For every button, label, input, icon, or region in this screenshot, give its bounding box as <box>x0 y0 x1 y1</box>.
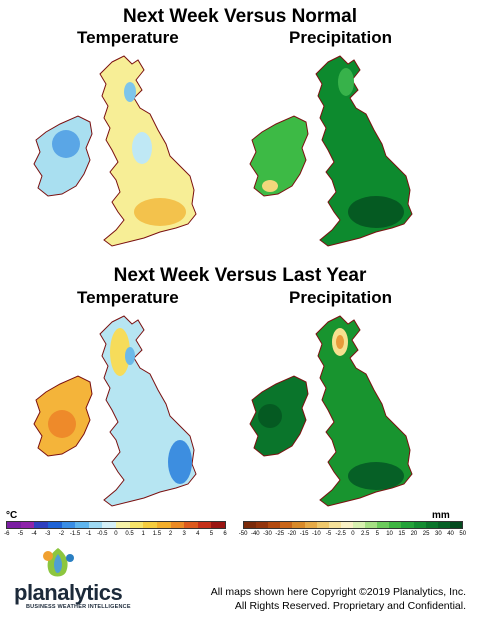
precipitation-legend-tick: 30 <box>435 531 442 537</box>
temperature-legend-tick: 0 <box>114 531 118 537</box>
map-lastyear-precipitation <box>249 315 413 507</box>
precipitation-legend-unit: mm <box>432 510 450 521</box>
temperature-legend-swatch <box>184 522 198 528</box>
precipitation-legend-swatch <box>280 522 293 528</box>
temperature-legend-swatch <box>156 522 171 528</box>
precipitation-legend-swatch <box>389 522 402 528</box>
title-next-week-vs-normal: Next Week Versus Normal <box>122 6 358 27</box>
precipitation-legend-tick: -30 <box>263 531 272 537</box>
temperature-legend-swatch <box>88 522 103 528</box>
temperature-legend-tick: -4 <box>31 531 37 537</box>
precipitation-legend-tick: -2.5 <box>335 531 346 537</box>
copyright-line-1: All maps shown here Copyright ©2019 Plan… <box>210 586 466 598</box>
temperature-legend-swatch <box>47 522 62 528</box>
precipitation-legend-ticks: -50 -40 -30 -25 -20 -15 -10 -5 -2.5 0 2.5 5 10 15 20 25… <box>237 531 469 537</box>
precipitation-legend-swatch <box>365 522 378 528</box>
temperature-legend-tick: 6 <box>223 531 227 537</box>
precipitation-legend-swatch <box>352 522 366 528</box>
temperature-legend-swatch <box>20 522 35 528</box>
precipitation-legend-swatch <box>244 522 257 528</box>
precipitation-legend-swatch <box>268 522 281 528</box>
temperature-legend-swatch <box>102 522 116 528</box>
precipitation-legend-swatch <box>401 522 414 528</box>
precipitation-legend-swatch <box>413 522 426 528</box>
precipitation-legend-swatch <box>437 522 450 528</box>
precipitation-legend-swatch <box>256 522 269 528</box>
precipitation-legend-tick: 0 <box>351 531 355 537</box>
temperature-legend-swatch <box>61 522 76 528</box>
precipitation-legend-tick: 40 <box>447 531 454 537</box>
precipitation-legend-tick: 5 <box>375 531 379 537</box>
label-temperature-top: Temperature <box>77 28 179 47</box>
temperature-legend-tick: -6 <box>4 531 10 537</box>
title-next-week-vs-last-year: Next Week Versus Last Year <box>113 265 367 286</box>
label-precipitation-bottom: Precipitation <box>289 288 392 307</box>
temperature-legend-swatch <box>170 522 185 528</box>
planalytics-logo-text: planalytics <box>14 580 123 605</box>
temperature-legend-tick: 1 <box>141 531 145 537</box>
precipitation-legend-tick: -10 <box>311 531 321 537</box>
precipitation-legend-tick: 10 <box>386 531 393 537</box>
precipitation-legend-tick: 50 <box>459 531 467 537</box>
precipitation-legend-swatch <box>449 522 462 528</box>
planalytics-logo-mark <box>43 548 74 577</box>
precipitation-legend-tick: 15 <box>398 531 406 537</box>
precipitation-legend-tick: 20 <box>410 531 418 537</box>
precipitation-legend-swatch <box>292 522 305 528</box>
temperature-legend-tick: 5 <box>209 531 214 537</box>
precipitation-legend-tick: 2.5 <box>360 531 370 537</box>
planalytics-logo-tagline: BUSINESS WEATHER INTELLIGENCE <box>26 604 131 610</box>
temperature-legend-tick: 4 <box>196 531 200 537</box>
temperature-legend-ticks: -6 -5 -4 -3 -2 -1.5 -1 -0.5 0 0.5 1 1.5 2 3 4 5 6 <box>0 531 232 537</box>
temperature-legend-swatch <box>129 522 144 528</box>
map-normal-precipitation <box>249 55 413 247</box>
precipitation-legend-swatch <box>340 522 353 528</box>
copyright-notice: All maps shown here Copyright ©2019 Plan… <box>146 585 466 613</box>
temperature-legend-swatch <box>34 522 48 528</box>
temperature-legend-swatch <box>143 522 157 528</box>
temperature-legend-tick: 0.5 <box>125 531 134 537</box>
map-lastyear-temperature <box>33 315 197 507</box>
temperature-legend-swatch <box>116 522 130 528</box>
temperature-legend-swatch <box>75 522 89 528</box>
temperature-legend-tick: -1.5 <box>69 531 81 537</box>
map-normal-temperature <box>33 55 197 247</box>
precipitation-legend-swatch <box>316 522 329 528</box>
precipitation-legend-swatch <box>328 522 341 528</box>
temperature-legend-tick: 2 <box>168 531 173 537</box>
label-precipitation-top: Precipitation <box>289 28 392 47</box>
temperature-legend-bar <box>6 521 226 529</box>
precipitation-legend-swatch <box>377 522 390 528</box>
temperature-legend-tick: -3 <box>45 531 51 537</box>
temperature-legend-swatch <box>7 522 21 528</box>
precipitation-legend-tick: 25 <box>422 531 430 537</box>
copyright-line-2: All Rights Reserved. Proprietary and Con… <box>234 600 466 612</box>
label-temperature-bottom: Temperature <box>77 288 179 307</box>
temperature-legend-unit: °C <box>6 510 18 521</box>
temperature-legend-tick: -2 <box>58 531 65 537</box>
precipitation-legend-swatch <box>304 522 317 528</box>
precipitation-legend-bar <box>243 521 463 529</box>
precipitation-legend-tick: -40 <box>250 531 260 537</box>
temperature-legend-tick: -5 <box>17 531 24 537</box>
precipitation-legend-tick: -15 <box>299 531 309 537</box>
precipitation-legend-tick: -25 <box>275 531 285 537</box>
precipitation-legend-tick: -5 <box>325 531 332 537</box>
temperature-legend-tick: 3 <box>182 531 186 537</box>
temperature-legend-swatch <box>211 522 225 528</box>
precipitation-legend-tick: -50 <box>238 531 248 537</box>
temperature-legend-swatch <box>197 522 212 528</box>
precipitation-legend-tick: -20 <box>287 531 297 537</box>
precipitation-legend-swatch <box>425 522 438 528</box>
temperature-legend-tick: -0.5 <box>97 531 108 537</box>
temperature-legend-tick: -1 <box>85 531 92 537</box>
temperature-legend-tick: 1.5 <box>152 531 162 537</box>
